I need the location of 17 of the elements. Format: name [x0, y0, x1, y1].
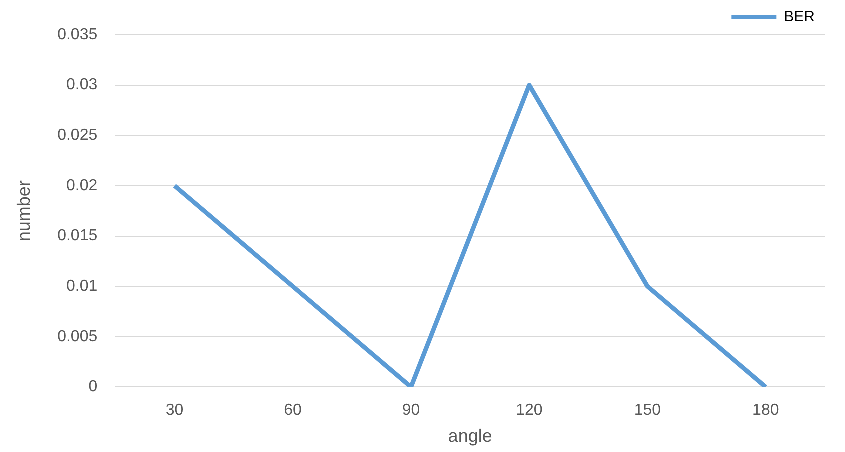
y-tick-label: 0.025	[58, 127, 98, 144]
y-tick-label: 0.035	[58, 26, 98, 44]
x-tick-label: 150	[634, 402, 662, 420]
y-tick-label: 0.01	[66, 278, 98, 295]
x-tick-label: 30	[166, 402, 184, 420]
y-tick-label: 0.03	[66, 76, 98, 94]
x-tick-label: 180	[752, 402, 780, 420]
y-tick-label: 0	[88, 378, 98, 396]
y-tick-label: 0.02	[66, 177, 98, 194]
y-tick-label: 0.005	[58, 328, 98, 346]
x-axis-title: angle	[448, 426, 492, 446]
x-tick-label: 90	[402, 402, 420, 420]
y-tick-label: 0.015	[58, 228, 98, 245]
y-axis-title: number	[14, 180, 34, 242]
legend-label: BER	[784, 8, 816, 26]
x-tick-label: 120	[516, 402, 543, 420]
x-tick-label: 60	[284, 402, 302, 420]
